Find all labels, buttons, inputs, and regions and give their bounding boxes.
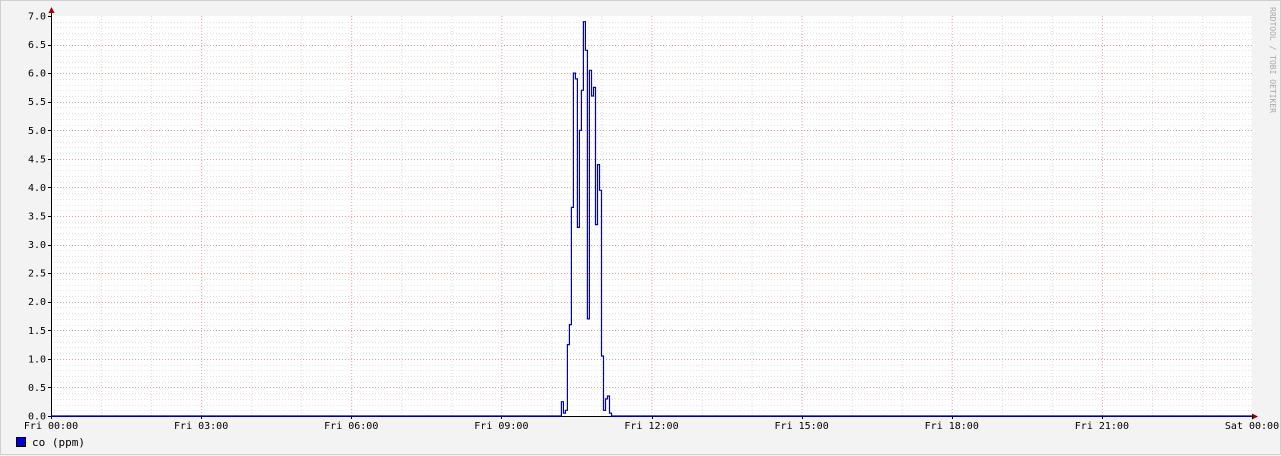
x-tick-label: Fri 12:00 — [624, 421, 678, 432]
y-axis-arrow — [48, 7, 55, 13]
y-tick-label: 6.5 — [28, 40, 46, 51]
y-tick-label: 1.5 — [28, 326, 46, 337]
rrdtool-watermark: RRDTOOL / TOBI OETIKER — [1268, 7, 1277, 113]
x-tick-labels: Fri 00:00 Fri 03:00 Fri 06:00 Fri 09:00 Fri … — [24, 421, 1279, 432]
y-tick-label: 2.5 — [28, 269, 46, 280]
x-axis-arrow — [1252, 413, 1258, 420]
y-tick-label: 4.5 — [28, 154, 46, 165]
y-tick-label: 1.0 — [28, 354, 46, 365]
major-grid — [51, 16, 1252, 416]
series-layer — [51, 21, 1252, 417]
x-tick-label: Fri 06:00 — [324, 421, 378, 432]
x-tick-label: Fri 09:00 — [474, 421, 528, 432]
y-tick-label: 5.0 — [28, 126, 46, 137]
x-tick-label: Sat 00:00 — [1225, 421, 1279, 432]
y-tick-label: 3.5 — [28, 212, 46, 223]
x-tick-label: Fri 18:00 — [925, 421, 979, 432]
x-tick-label: Fri 03:00 — [174, 421, 228, 432]
y-tick-label: 0.0 — [28, 412, 46, 423]
y-tick-label: 3.0 — [28, 240, 46, 251]
y-tick-labels: 0.0 0.5 1.0 1.5 2.0 2.5 3.0 3.5 4.0 4.5 5.0 5.5 6.0 6… — [28, 12, 46, 423]
y-tick-label: 6.0 — [28, 69, 46, 80]
x-tick-label: Fri 15:00 — [775, 421, 829, 432]
y-tick-label: 4.0 — [28, 183, 46, 194]
legend: co (ppm) — [16, 435, 85, 449]
series-line-co — [51, 21, 1252, 417]
minor-grid — [51, 16, 1252, 416]
legend-label-co: co (ppm) — [32, 435, 85, 449]
x-tick-label: Fri 00:00 — [24, 421, 78, 432]
y-tick-label: 2.0 — [28, 297, 46, 308]
x-tick-label: Fri 21:00 — [1075, 421, 1129, 432]
y-tick-label: 0.5 — [28, 383, 46, 394]
y-tick-label: 5.5 — [28, 97, 46, 108]
y-tick-label: 7.0 — [28, 12, 46, 23]
legend-swatch-co — [16, 437, 26, 447]
